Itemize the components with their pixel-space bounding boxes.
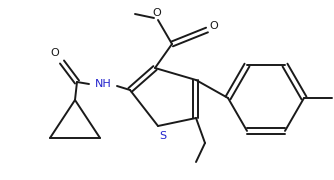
Text: NH: NH (95, 79, 111, 89)
Text: S: S (159, 131, 167, 141)
Text: O: O (51, 48, 59, 58)
Text: O: O (153, 8, 161, 18)
Text: O: O (210, 21, 218, 31)
